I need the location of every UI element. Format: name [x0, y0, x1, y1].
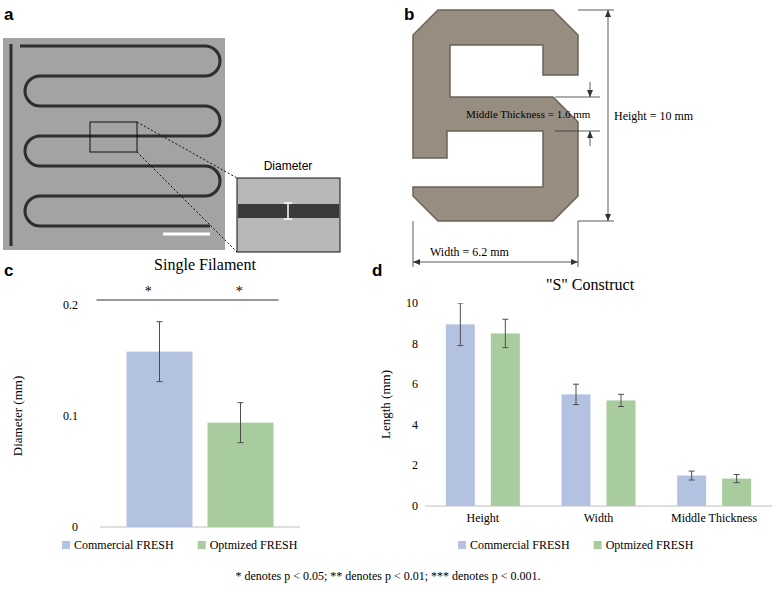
bar-chart: Single Filament Diameter (mm) 0 0.1 0.2 * * Com…: [10, 256, 300, 552]
panel-letter: d: [372, 261, 382, 280]
chart-title: "S" Construct: [546, 276, 635, 293]
error-bar: [238, 403, 244, 443]
tick-label: 2: [412, 458, 418, 472]
legend-label: Optmized FRESH: [606, 538, 694, 552]
legend-swatch: [458, 541, 466, 549]
extension-line: [578, 221, 614, 222]
scale-bar: [163, 233, 210, 236]
arrow-head: [587, 131, 593, 138]
error-bar: [502, 319, 508, 347]
tick-label: 0.2: [63, 298, 78, 312]
dimension-label: Width = 6.2 mm: [430, 245, 510, 259]
panel-letter: a: [4, 5, 14, 24]
legend-swatch: [198, 541, 206, 549]
bar: [491, 333, 520, 506]
dimension-line: [608, 10, 609, 221]
micrograph-panel: Diameter: [3, 38, 340, 252]
legend-label: Commercial FRESH: [470, 538, 570, 552]
diameter-marker: [284, 203, 292, 219]
legend-swatch: [594, 541, 602, 549]
bar: [607, 400, 636, 506]
footnote: * denotes p < 0.05; ** denotes p < 0.01;…: [236, 569, 541, 583]
axis-label: Diameter (mm): [10, 376, 25, 457]
filament-path: [20, 46, 220, 226]
tick-label: 0.1: [63, 409, 78, 423]
error-bar: [734, 475, 740, 483]
figure: a b c d Diameter Height = 10 mm Width = 6.2 mm…: [0, 0, 777, 591]
tick-label: 0: [72, 520, 78, 534]
significance-mark: *: [145, 284, 152, 299]
inset-label: Diameter: [264, 159, 313, 173]
significance-mark: *: [236, 284, 243, 299]
panel-letter: c: [4, 261, 13, 280]
zoom-line: [137, 122, 237, 178]
axis-label: Length (mm): [378, 370, 393, 439]
bar: [446, 324, 475, 506]
dimension-label: Height = 10 mm: [614, 109, 694, 123]
bars: [127, 322, 274, 527]
tick-label: 6: [412, 377, 418, 391]
arrow-head: [587, 90, 593, 97]
arrow-head: [413, 259, 420, 265]
error-bar: [689, 471, 695, 480]
tick-label: 0: [412, 499, 418, 513]
filament-path: [10, 44, 13, 246]
extension-line: [413, 221, 414, 267]
bars: [446, 303, 751, 506]
inset-filament: [238, 204, 339, 218]
arrow-head: [571, 259, 578, 265]
chart-title: Single Filament: [154, 256, 256, 274]
tick-label: 4: [412, 418, 418, 432]
zoom-box: [90, 122, 137, 152]
error-bar: [457, 303, 463, 346]
bar-chart: "S" Construct Length (mm) 0 2 4 6 8 10 Height Wid…: [378, 276, 772, 552]
legend-swatch: [62, 541, 70, 549]
bar: [562, 394, 591, 506]
dimension-line: [413, 262, 578, 263]
inset-image: [237, 178, 340, 252]
error-bar: [618, 394, 624, 406]
error-bar: [157, 322, 163, 382]
significance-line: [200, 300, 279, 301]
category-label: Middle Thickness: [671, 511, 757, 525]
category-label: Width: [584, 511, 614, 525]
arrow-head: [605, 10, 611, 17]
extension-line: [578, 221, 579, 267]
tick-label: 8: [412, 337, 418, 351]
arrow-head: [605, 214, 611, 221]
baseline: [425, 506, 772, 507]
legend-label: Commercial FRESH: [74, 538, 174, 552]
tick-label: 10: [406, 296, 418, 310]
zoom-line: [137, 152, 237, 252]
extension-line: [578, 10, 614, 11]
legend-label: Optmized FRESH: [210, 538, 298, 552]
significance-line: [97, 300, 201, 301]
extension-line: [555, 97, 600, 98]
extension-line: [555, 131, 600, 132]
dimension-label: Middle Thickness = 1.6 mm: [466, 108, 591, 120]
micrograph: [3, 38, 225, 250]
error-bar: [573, 384, 579, 404]
category-label: Height: [466, 511, 499, 525]
s-diagram: Height = 10 mm Width = 6.2 mm Middle Thick…: [413, 10, 694, 267]
panel-letter: b: [404, 5, 414, 24]
